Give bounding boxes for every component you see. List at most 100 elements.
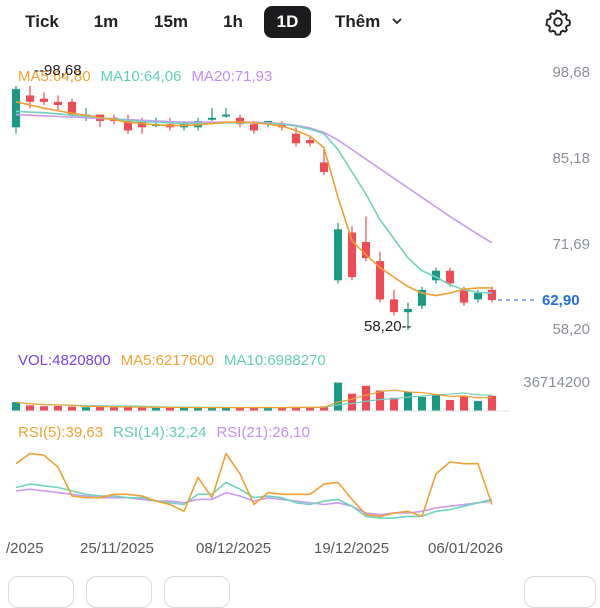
volume-bar: [362, 385, 370, 411]
volume-bar: [166, 407, 174, 411]
candle-body: [418, 289, 426, 306]
date-label: /2025: [6, 540, 44, 557]
volume-axis-label: 36714200: [523, 374, 590, 391]
candle-body: [488, 289, 496, 301]
rsi14-line: [15, 481, 493, 519]
rsi21-legend: RSI(21):26,10: [216, 424, 310, 441]
candle-body: [292, 133, 300, 144]
volume-bar: [54, 405, 62, 411]
tab-1h[interactable]: 1h: [223, 12, 243, 31]
volume-bar: [180, 407, 188, 411]
price-axis-label: 58,20: [552, 321, 590, 338]
gear-icon[interactable]: [544, 8, 572, 36]
volume-bar: [278, 407, 286, 411]
high-price-marker: --98,68: [34, 62, 82, 79]
candle-body: [474, 293, 482, 300]
vol-legend: VOL:4820800: [18, 352, 111, 369]
volume-bar: [418, 396, 426, 411]
rsi21-line: [15, 488, 493, 516]
low-price-marker: 58,20--: [364, 318, 412, 335]
price-axis-label: 85,18: [552, 150, 590, 167]
date-label: 19/12/2025: [314, 540, 390, 557]
candle-body: [26, 95, 34, 102]
volume-bar: [138, 407, 146, 411]
current-price-tag: 62,90: [542, 292, 580, 309]
volume-bar: [40, 406, 48, 411]
ma5-line: [15, 101, 492, 297]
chevron-down-icon: [392, 18, 402, 25]
volume-bar: [390, 397, 398, 411]
volume-bar: [488, 395, 496, 411]
rsi5-legend: RSI(5):39,63: [18, 424, 104, 441]
volume-bar: [320, 406, 328, 411]
volume-bar: [12, 402, 20, 411]
ma20-legend: MA20:71,93: [191, 68, 273, 85]
volume-bar: [26, 405, 34, 411]
date-label: 08/12/2025: [196, 540, 272, 557]
ma10-legend: MA10:64,06: [100, 68, 182, 85]
volume-bar: [152, 407, 160, 411]
volume-legend: VOL:4820800 MA5:6217600 MA10:6988270: [18, 352, 336, 369]
toolbar-button[interactable]: [164, 576, 230, 608]
ma5-legend: MA5:64,80: [18, 68, 91, 85]
candle-body: [334, 229, 342, 281]
candle-body: [222, 114, 230, 117]
volume-bar: [208, 407, 216, 411]
high-price-label: 98,68: [44, 62, 82, 79]
candle-body: [306, 140, 314, 144]
volume-bar: [348, 393, 356, 411]
date-label: 25/11/2025: [80, 540, 154, 557]
candle-body: [460, 289, 468, 303]
volume-bar: [264, 407, 272, 411]
candle-body: [362, 242, 370, 258]
price-ma-legend: MA5:64,80 MA10:64,06 MA20:71,93: [18, 68, 282, 85]
volume-bar: [474, 400, 482, 411]
volume-bar: [376, 390, 384, 411]
candle-body: [432, 270, 440, 281]
candle-body: [124, 120, 132, 131]
candle-body: [236, 117, 244, 125]
volume-bar: [222, 407, 230, 411]
date-label: 06/01/2026: [428, 540, 504, 557]
volume-bar: [334, 382, 342, 411]
candle-body: [390, 299, 398, 313]
candle-body: [12, 89, 20, 128]
vol-ma10-legend: MA10:6988270: [223, 352, 326, 369]
candle-body: [54, 101, 62, 106]
candle-body: [446, 270, 454, 284]
volume-bar: [292, 406, 300, 411]
volume-ma5-line: [15, 389, 493, 409]
candle-body: [348, 232, 356, 278]
volume-bar: [236, 407, 244, 411]
volume-bar: [96, 406, 104, 411]
tab-more-label: Thêm: [334, 12, 381, 31]
toolbar-button[interactable]: [524, 576, 596, 608]
rsi14-legend: RSI(14):32,24: [113, 424, 207, 441]
low-price-label: 58,20: [364, 318, 402, 335]
volume-bar: [404, 392, 412, 411]
volume-bar: [194, 407, 202, 411]
volume-bar: [68, 406, 76, 411]
rsi-legend: RSI(5):39,63 RSI(14):32,24 RSI(21):26,10: [18, 424, 320, 441]
tab-1m[interactable]: 1m: [93, 12, 119, 31]
tab-15m[interactable]: 15m: [153, 12, 189, 31]
tab-tick[interactable]: Tick: [25, 12, 59, 31]
price-axis-label: 98,68: [552, 64, 590, 81]
volume-bar: [110, 407, 118, 411]
volume-bar: [82, 407, 90, 411]
volume-bar: [460, 395, 468, 411]
tab-1d[interactable]: 1D: [264, 6, 311, 38]
ma20-line: [15, 113, 493, 244]
tab-more[interactable]: Thêm: [326, 6, 412, 38]
volume-bar: [446, 399, 454, 411]
toolbar-button[interactable]: [86, 576, 152, 608]
ma10-line: [15, 110, 493, 294]
vol-ma5-legend: MA5:6217600: [120, 352, 214, 369]
volume-bar: [124, 406, 132, 411]
toolbar-button[interactable]: [8, 576, 74, 608]
price-axis-label: 71,69: [552, 236, 590, 253]
rsi5-line: [15, 452, 493, 518]
timeframe-bar: Tick 1m 15m 1h 1D Thêm: [0, 0, 600, 46]
volume-bar: [432, 395, 440, 411]
